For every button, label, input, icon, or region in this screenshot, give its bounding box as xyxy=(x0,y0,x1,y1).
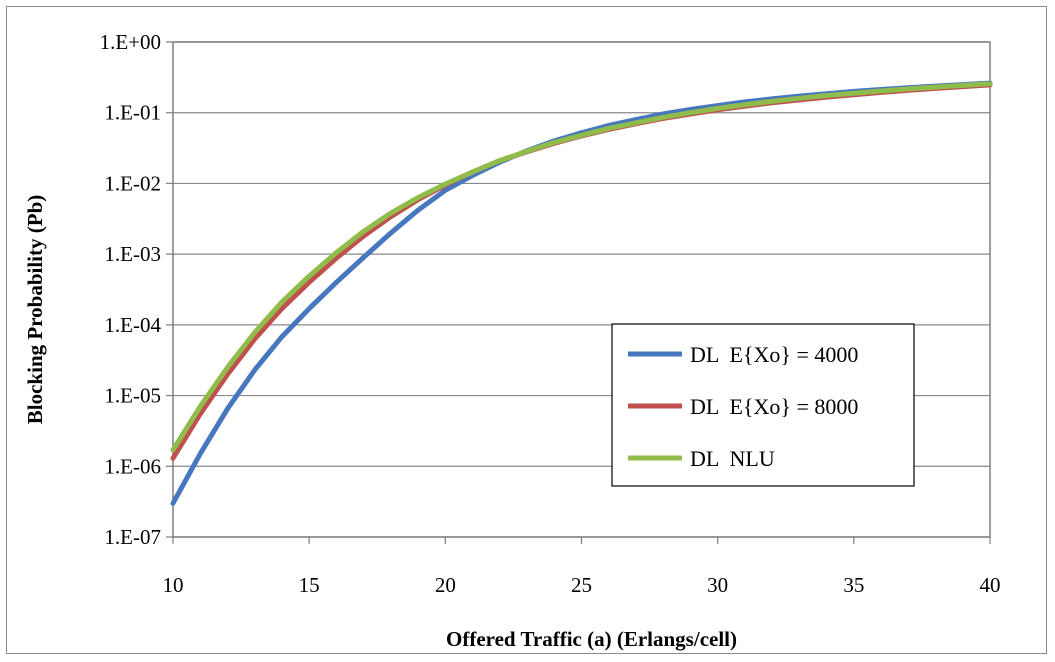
x-tick-label: 40 xyxy=(980,573,1001,597)
legend-label-8000: DL E{Xo} = 8000 xyxy=(690,394,858,419)
y-tick-label: 1.E-01 xyxy=(104,101,161,125)
y-tick-label: 1.E-03 xyxy=(104,242,161,266)
y-axis-title: Blocking Probability (Pb) xyxy=(23,195,47,424)
x-axis: 10 15 20 25 30 35 40 xyxy=(163,537,1001,597)
x-tick-label: 25 xyxy=(571,573,592,597)
legend-label-4000: DL E{Xo} = 4000 xyxy=(690,342,858,367)
y-tick-label: 1.E+00 xyxy=(100,30,161,54)
x-tick-label: 20 xyxy=(435,573,456,597)
y-tick-label: 1.E-06 xyxy=(104,454,161,478)
x-axis-title: Offered Traffic (a) (Erlangs/cell) xyxy=(446,627,737,651)
y-axis: 1.E+00 1.E-01 1.E-02 1.E-03 1.E-04 1.E-05 1.E-… xyxy=(100,30,173,549)
y-tick-label: 1.E-05 xyxy=(104,384,161,408)
legend: DL E{Xo} = 4000 DL E{Xo} = 8000 DL NLU xyxy=(612,324,914,486)
x-tick-label: 15 xyxy=(299,573,320,597)
y-tick-label: 1.E-04 xyxy=(104,313,161,337)
x-tick-label: 35 xyxy=(843,573,864,597)
x-tick-label: 10 xyxy=(163,573,184,597)
legend-label-nlu: DL NLU xyxy=(690,446,775,471)
y-tick-label: 1.E-07 xyxy=(104,525,161,549)
y-tick-label: 1.E-02 xyxy=(104,171,161,195)
x-tick-label: 30 xyxy=(707,573,728,597)
